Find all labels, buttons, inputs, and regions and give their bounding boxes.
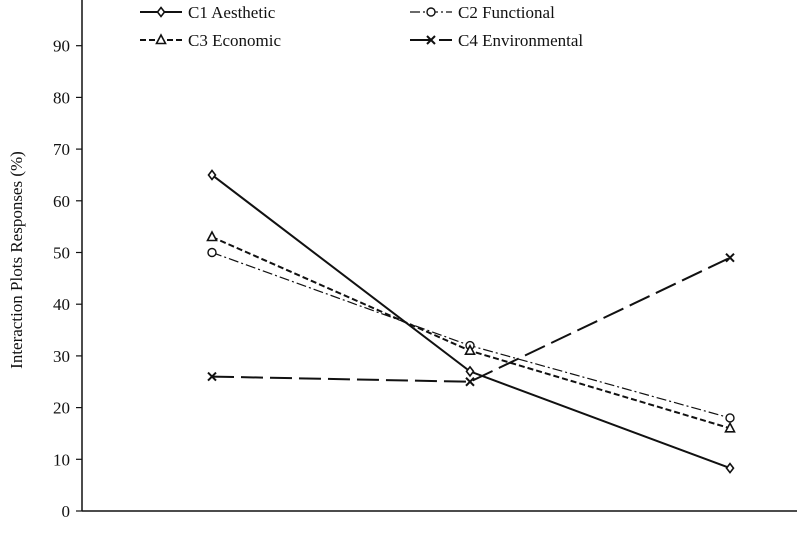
y-tick-label: 10 [53,450,70,469]
y-tick-label: 70 [53,140,70,159]
series-line-c3-economic [211,236,731,430]
data-point-c1-aesthetic [207,169,217,181]
y-tick-label: 60 [53,192,70,211]
legend-label-c2-functional: C2 Functional [458,3,555,22]
legend-label-c4-environmental: C4 Environmental [458,31,583,50]
y-tick-label: 20 [53,399,70,418]
series-line-c1-aesthetic [211,174,731,470]
data-point-c4-environmental [207,371,217,382]
y-axis-label: Interaction Plots Responses (%) [7,151,26,369]
y-tick-label: 50 [53,244,70,263]
data-point-c3-economic [206,230,218,242]
y-tick-label: 40 [53,295,70,314]
y-tick-label: 0 [62,502,71,521]
y-tick-label: 30 [53,347,70,366]
data-point-c4-environmental [725,252,735,263]
legend-label-c1-aesthetic: C1 Aesthetic [188,3,276,22]
data-point-c3-economic [464,344,476,356]
series-line-c4-environmental [211,256,731,383]
data-point-c4-environmental [465,377,475,387]
data-point-c1-aesthetic [725,462,735,474]
legend-marker-c1-aesthetic [156,6,166,18]
legend-marker-c3-economic [155,33,167,45]
y-tick-label: 90 [53,37,70,56]
data-point-c3-economic [724,421,736,433]
y-tick-label: 80 [53,88,70,107]
legend-marker-c4-environmental [426,35,436,45]
data-point-c1-aesthetic [465,365,475,378]
y-tick-label: 100 [45,0,71,4]
legend-marker-c2-functional [426,7,436,17]
data-point-c2-functional [725,413,735,423]
legend-label-c3-economic: C3 Economic [188,31,281,50]
data-point-c2-functional [207,247,217,258]
series-line-c2-functional [211,251,731,419]
